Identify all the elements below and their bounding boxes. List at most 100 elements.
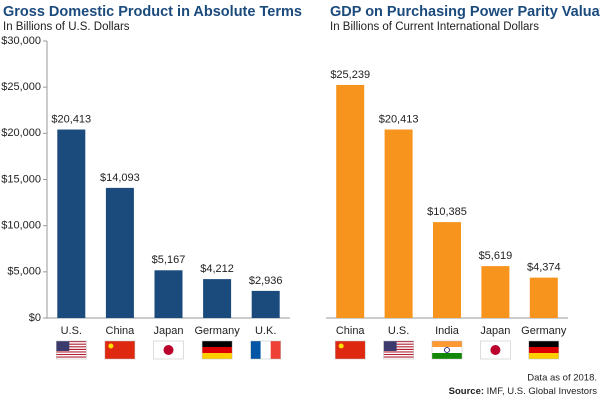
value-label: $5,167 bbox=[152, 254, 186, 266]
flag-part bbox=[202, 353, 233, 359]
flag-icon bbox=[56, 340, 87, 360]
x-tick-label: Germany bbox=[194, 325, 240, 337]
bar bbox=[384, 129, 413, 318]
bar bbox=[105, 187, 134, 318]
flag-border bbox=[250, 340, 281, 360]
flag-part bbox=[202, 341, 233, 347]
flag-part bbox=[383, 341, 414, 343]
flag-part bbox=[383, 341, 397, 351]
y-tick-label: $0 bbox=[29, 312, 41, 324]
flag-part bbox=[383, 343, 414, 345]
flag-part bbox=[260, 341, 271, 359]
chart-subtitle: In Billions of Current International Dol… bbox=[330, 21, 539, 33]
value-label: $4,374 bbox=[527, 262, 561, 274]
flag-icon bbox=[250, 340, 281, 360]
flag-part bbox=[250, 341, 261, 359]
flag-icon bbox=[528, 340, 560, 360]
flag-part bbox=[528, 341, 559, 347]
flag-part bbox=[56, 346, 87, 348]
bar bbox=[57, 129, 86, 318]
value-label: $20,413 bbox=[379, 113, 419, 125]
bar bbox=[336, 84, 365, 318]
flag-part bbox=[56, 344, 87, 347]
flag-part bbox=[104, 341, 135, 359]
y-tick-label: $10,000 bbox=[1, 220, 41, 232]
x-tick-label: U.K. bbox=[255, 325, 276, 337]
source-text: IMF, U.S. Global Investors bbox=[487, 386, 598, 397]
bar bbox=[154, 270, 183, 318]
flag-part bbox=[56, 342, 87, 344]
value-label: $20,413 bbox=[51, 113, 91, 125]
x-tick-label: U.S. bbox=[388, 325, 409, 337]
flag-border bbox=[334, 340, 366, 360]
flag-part bbox=[270, 341, 281, 359]
chart-subtitle: In Billions of U.S. Dollars bbox=[3, 21, 130, 33]
flag-icon bbox=[201, 340, 233, 360]
flag-part bbox=[56, 353, 87, 356]
flag-part bbox=[432, 347, 462, 353]
bar bbox=[433, 222, 461, 318]
flag-border bbox=[56, 340, 87, 360]
flag-part bbox=[444, 347, 450, 353]
flag-part bbox=[56, 355, 87, 357]
flag-part bbox=[432, 353, 462, 359]
flag-border bbox=[528, 340, 560, 360]
value-label: $25,239 bbox=[330, 69, 370, 81]
flag-part bbox=[56, 347, 87, 349]
source-label: Source: bbox=[449, 386, 484, 397]
x-tick-label: Japan bbox=[154, 325, 184, 337]
flag-border bbox=[201, 340, 233, 360]
flag-part bbox=[528, 347, 559, 353]
flag-border bbox=[383, 340, 414, 360]
chart-title: Gross Domestic Product in Absolute Terms bbox=[3, 4, 302, 20]
flag-part bbox=[56, 341, 70, 351]
flag-border bbox=[480, 340, 511, 360]
flag-part bbox=[383, 351, 414, 353]
flag-part bbox=[490, 345, 501, 355]
y-tick-label: $5,000 bbox=[7, 266, 41, 278]
bar bbox=[529, 277, 558, 318]
y-tick-label: $15,000 bbox=[1, 173, 41, 185]
flag-part bbox=[383, 352, 414, 354]
flag-part bbox=[383, 346, 414, 348]
x-tick-label: India bbox=[435, 325, 460, 337]
flag-part bbox=[56, 351, 87, 353]
bar bbox=[251, 290, 280, 318]
flag-part bbox=[335, 341, 366, 359]
x-tick-label: China bbox=[106, 325, 136, 337]
x-tick-label: China bbox=[336, 325, 366, 337]
x-tick-label: Japan bbox=[480, 325, 510, 337]
flag-icon bbox=[431, 340, 463, 360]
flag-part bbox=[383, 356, 414, 358]
flag-border bbox=[431, 340, 463, 360]
value-label: $5,619 bbox=[479, 250, 513, 262]
value-label: $10,385 bbox=[427, 206, 467, 218]
flag-part bbox=[338, 343, 344, 349]
flag-border bbox=[104, 340, 136, 360]
flag-icon bbox=[480, 340, 511, 360]
bar bbox=[203, 279, 232, 318]
y-tick-label: $30,000 bbox=[1, 35, 41, 47]
value-label: $14,093 bbox=[100, 172, 140, 184]
footer-note: Data as of 2018. bbox=[527, 373, 597, 384]
flag-part bbox=[56, 356, 87, 358]
flag-part bbox=[383, 353, 414, 356]
x-tick-label: Germany bbox=[521, 325, 567, 337]
flag-part bbox=[56, 352, 87, 354]
flag-part bbox=[383, 357, 414, 359]
flag-part bbox=[383, 350, 414, 352]
chart-title: GDP on Purchasing Power Parity Valuation bbox=[330, 4, 600, 20]
flag-part bbox=[383, 344, 414, 347]
flag-part bbox=[383, 347, 414, 349]
flag-part bbox=[56, 341, 87, 343]
flag-part bbox=[528, 353, 559, 359]
value-label: $4,212 bbox=[200, 263, 234, 275]
flag-part bbox=[108, 343, 114, 349]
value-label: $2,936 bbox=[249, 275, 283, 287]
flag-part bbox=[383, 342, 414, 344]
flag-part bbox=[163, 345, 174, 355]
flag-icon bbox=[153, 340, 184, 360]
x-tick-label: U.S. bbox=[61, 325, 82, 337]
flag-part bbox=[56, 348, 87, 350]
